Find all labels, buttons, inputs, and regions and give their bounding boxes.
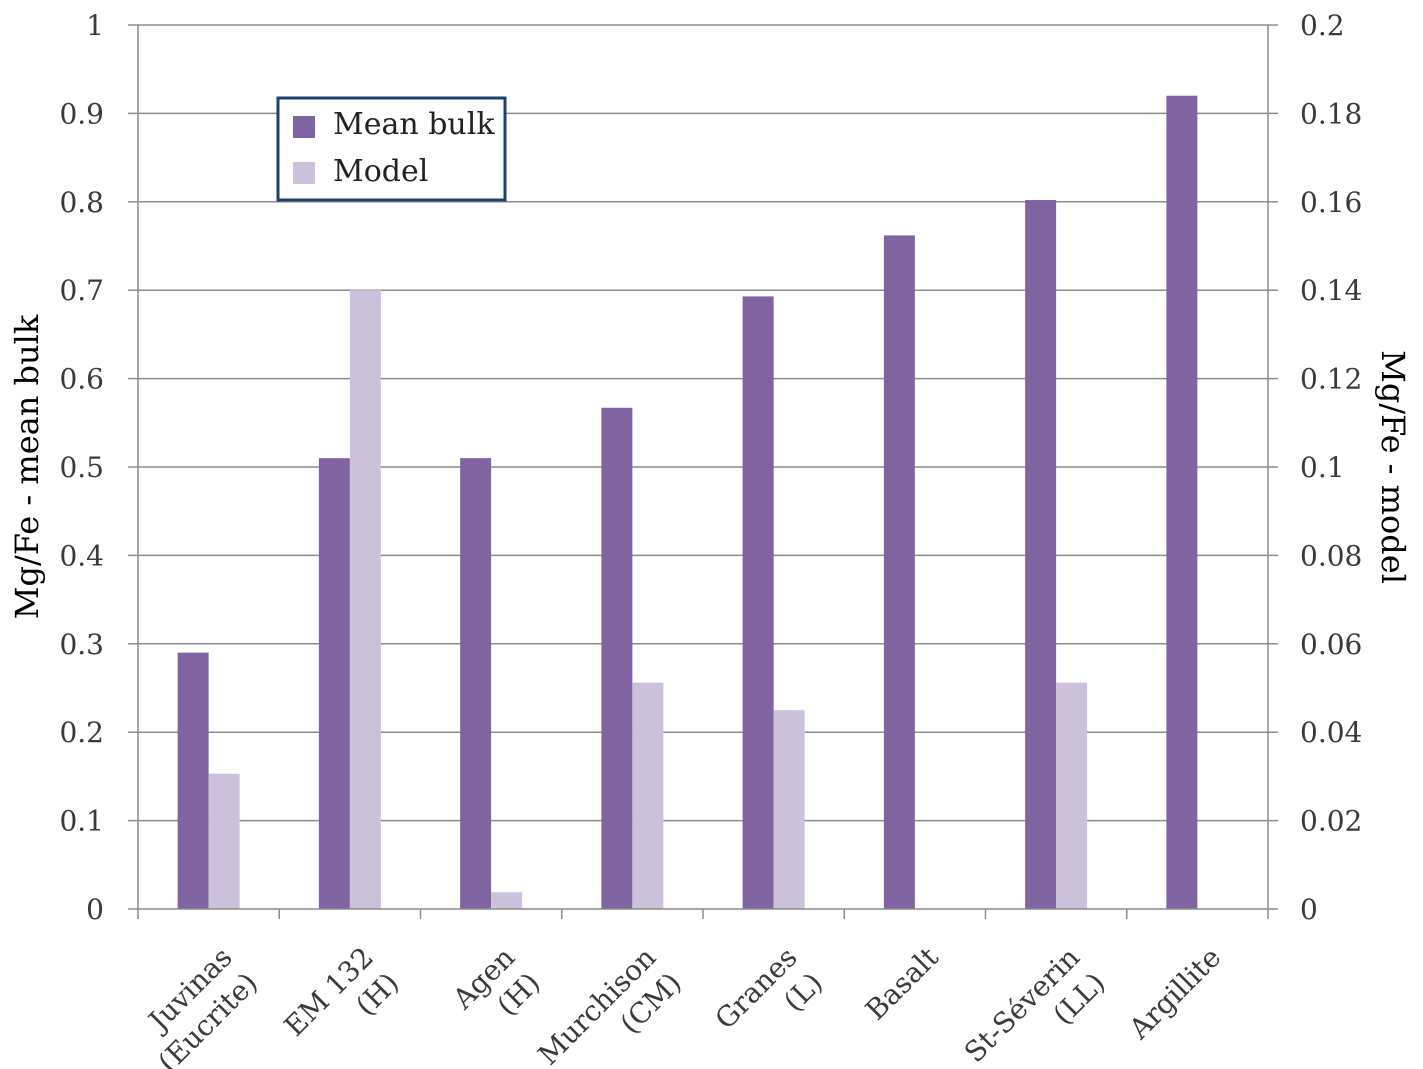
axes [128,24,1278,919]
bar-model [349,290,381,909]
right-tick-label: 0.18 [1300,97,1362,130]
category-label: Argillite [1122,941,1227,1046]
legend-swatch-model [293,162,315,184]
right-tick-label: 0.06 [1300,628,1362,661]
left-tick-label: 0.7 [59,274,104,307]
bar-model [632,682,664,909]
bar-mean-bulk [1025,200,1057,910]
legend-swatch-mean-bulk [293,116,315,138]
right-tick-label: 0.1 [1300,451,1345,484]
category-label: Agen(H) [446,941,547,1042]
left-tick-label: 0.6 [59,363,104,396]
bar-model [773,710,805,909]
left-tick-label: 0.3 [59,628,104,661]
legend-label-model: Model [333,154,428,189]
left-tick-label: 0.2 [59,716,104,749]
category-label: Granes(L) [709,941,830,1062]
bar-mean-bulk [177,652,209,909]
right-tick-label: 0.14 [1300,274,1362,307]
bar-model [1056,682,1088,909]
left-tick-label: 1 [86,9,104,42]
right-tick-label: 0.16 [1300,186,1362,219]
left-tick-label: 0.8 [59,186,104,219]
right-axis-title: Mg/Fe - model [1374,350,1412,584]
bar-model [491,892,523,909]
left-tick-label: 0.1 [59,805,104,838]
right-tick-label: 0.2 [1300,9,1345,42]
bar-mean-bulk [460,458,492,909]
legend: Mean bulk Model [276,96,507,202]
legend-label-mean-bulk: Mean bulk [333,107,495,142]
category-label: St-Séverin(LL) [958,941,1112,1069]
left-tick-label: 0.9 [59,97,104,130]
left-axis-title: Mg/Fe - mean bulk [8,314,46,619]
left-axis-ticks: 0 0.1 0.2 0.3 0.4 0.5 0.6 0.7 0.8 0.9 1 [59,9,104,926]
category-labels: Juvinas(Eucrite) EM 132(H) Agen(H)Murchiso… [126,940,1227,1069]
right-tick-label: 0 [1300,893,1318,926]
bar-mean-bulk [318,458,350,909]
category-label: Murchison(CM) [532,941,688,1069]
category-label-line: Argillite [1122,941,1227,1046]
category-label-line: Basalt [859,940,945,1026]
right-tick-label: 0.04 [1300,716,1362,749]
category-label: EM 132(H) [278,941,406,1069]
left-tick-label: 0 [86,893,104,926]
bar-mean-bulk [1166,95,1198,910]
right-tick-label: 0.08 [1300,539,1362,572]
legend-box [276,96,507,202]
left-tick-label: 0.5 [59,451,104,484]
bar-mean-bulk [742,296,774,909]
bar-mean-bulk [601,407,633,909]
bars [177,95,1198,910]
left-tick-label: 0.4 [59,539,104,572]
bar-mean-bulk [883,235,915,910]
right-axis-ticks: 0 0.02 0.04 0.06 0.08 0.1 0.12 0.14 0.16 0.18 0.2 [1300,9,1362,926]
category-label: Basalt [859,940,945,1026]
right-tick-label: 0.02 [1300,805,1362,838]
category-label: Juvinas(Eucrite) [126,941,264,1069]
right-tick-label: 0.12 [1300,363,1362,396]
bar-model [208,773,240,909]
